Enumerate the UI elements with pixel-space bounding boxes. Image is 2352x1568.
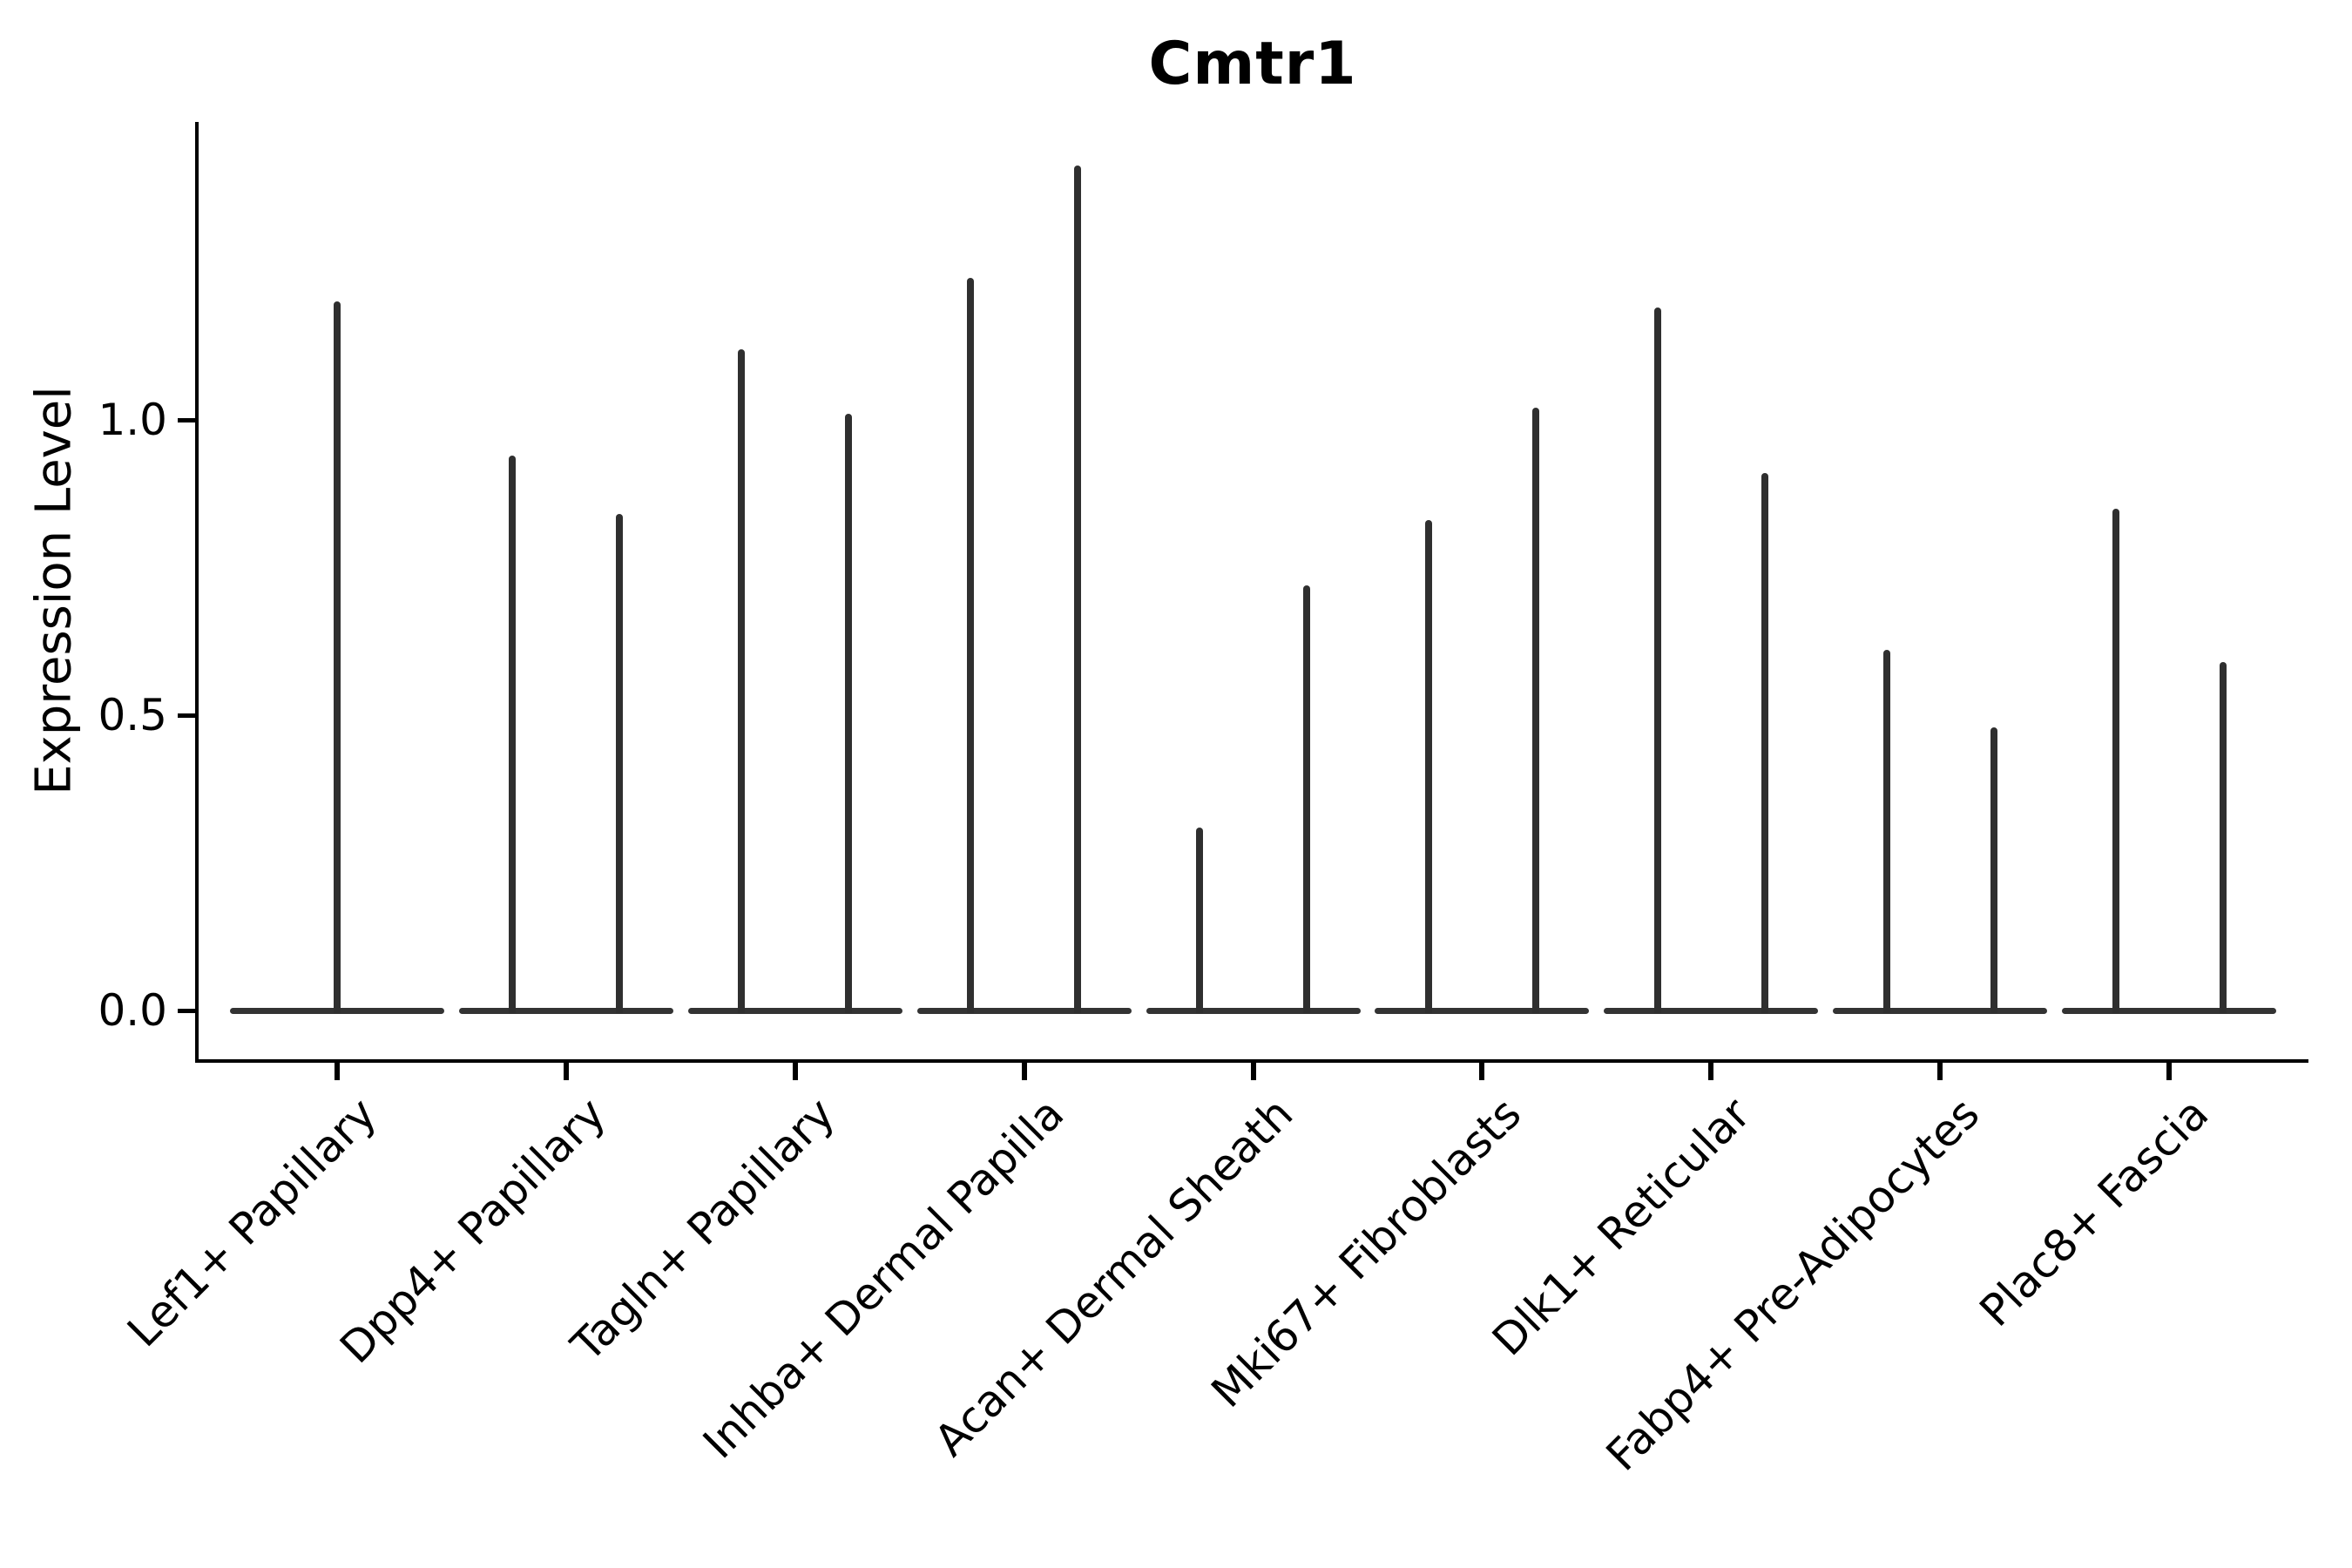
x-category-label: Tagln+ Papillary: [561, 1088, 845, 1371]
violin-spike: [2112, 508, 2119, 1014]
x-axis-spine: [195, 1059, 2308, 1063]
y-tick: [178, 713, 195, 718]
violin-base: [2062, 1007, 2276, 1014]
x-category-label: Mki67+ Fibroblasts: [1201, 1088, 1531, 1418]
x-category-label: Fabp4+ Pre-Adipocytes: [1596, 1088, 1990, 1481]
violin-spike: [1531, 408, 1539, 1014]
violin-spike: [1074, 166, 1082, 1014]
y-tick-label: 0.0: [98, 985, 167, 1036]
violin-spike: [2219, 661, 2227, 1014]
violin-spike: [1196, 827, 1203, 1014]
x-category-label: Inhba+ Dermal Papilla: [693, 1088, 1073, 1469]
violin-spike: [1761, 473, 1768, 1014]
x-tick: [792, 1063, 798, 1080]
x-category-label: Plac8+ Fascia: [1970, 1088, 2219, 1337]
violin-base: [1146, 1007, 1361, 1014]
violin-spike: [845, 414, 853, 1014]
y-tick: [178, 417, 195, 422]
x-category-label: Dpp4+ Papillary: [330, 1088, 616, 1374]
violin-spike: [1653, 308, 1661, 1014]
violin-base: [458, 1007, 673, 1014]
x-tick: [563, 1063, 569, 1080]
violin-spike: [1990, 727, 1997, 1014]
x-tick: [2166, 1063, 2172, 1080]
x-tick: [1708, 1063, 1714, 1080]
violin-base: [1604, 1007, 1819, 1014]
violin-spike: [1424, 520, 1432, 1014]
violin-base: [1375, 1007, 1590, 1014]
x-category-label: Dlk1+ Reticular: [1483, 1088, 1761, 1366]
y-tick-label: 1.0: [98, 395, 167, 445]
y-tick-label: 0.5: [98, 690, 167, 740]
violin-spike: [509, 455, 517, 1014]
violin-spike: [616, 514, 624, 1014]
x-tick: [1250, 1063, 1256, 1080]
y-tick: [178, 1008, 195, 1013]
x-tick: [335, 1063, 340, 1080]
violin-base: [687, 1007, 902, 1014]
violin-spike: [967, 278, 975, 1014]
violin-base: [916, 1007, 1132, 1014]
chart-title: Cmtr1: [1148, 30, 1357, 98]
x-tick: [1479, 1063, 1485, 1080]
violin-spike: [334, 301, 341, 1014]
violin-spike: [1882, 650, 1890, 1014]
x-tick: [1937, 1063, 1943, 1080]
violin-spike: [738, 348, 746, 1014]
violin-base: [1833, 1007, 2048, 1014]
x-category-label: Acan+ Dermal Sheath: [924, 1088, 1302, 1466]
plot-area: [195, 122, 2308, 1063]
y-axis-spine: [195, 122, 199, 1063]
violin-spike: [1303, 585, 1310, 1014]
x-tick: [1021, 1063, 1027, 1080]
